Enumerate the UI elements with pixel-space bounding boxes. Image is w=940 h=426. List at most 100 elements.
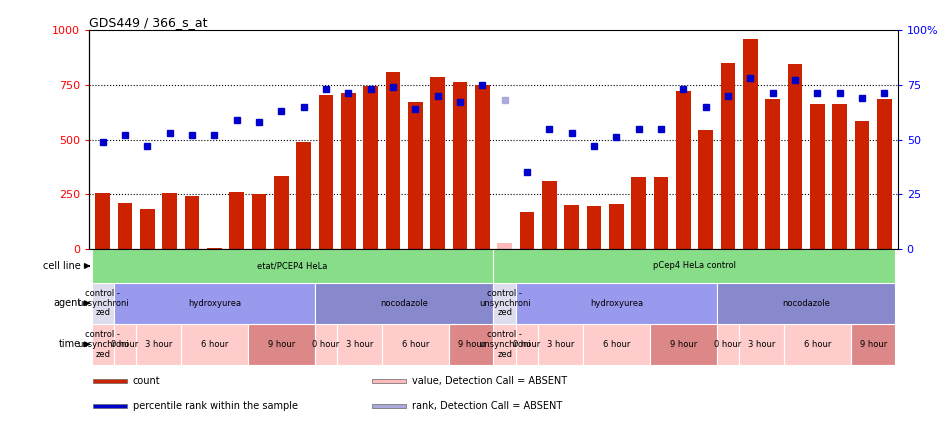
Bar xyxy=(315,324,337,365)
Bar xyxy=(833,104,847,249)
Text: hydroxyurea: hydroxyurea xyxy=(589,299,643,308)
Bar xyxy=(520,212,534,249)
Bar xyxy=(337,324,382,365)
Text: GDS449 / 366_s_at: GDS449 / 366_s_at xyxy=(89,16,208,29)
Text: cell line: cell line xyxy=(43,261,81,271)
Bar xyxy=(114,282,315,324)
Bar xyxy=(185,196,199,249)
Text: 3 hour: 3 hour xyxy=(346,340,373,349)
Bar xyxy=(453,83,467,249)
Bar xyxy=(765,99,780,249)
Bar xyxy=(372,379,406,383)
Bar xyxy=(229,192,244,249)
Bar xyxy=(114,324,136,365)
Text: 0 hour: 0 hour xyxy=(513,340,540,349)
Bar xyxy=(784,324,851,365)
Text: hydroxyurea: hydroxyurea xyxy=(188,299,241,308)
Bar xyxy=(743,39,758,249)
Bar xyxy=(564,205,579,249)
Bar xyxy=(721,63,735,249)
Bar xyxy=(739,324,784,365)
Bar xyxy=(494,324,516,365)
Text: etat/PCEP4 HeLa: etat/PCEP4 HeLa xyxy=(258,262,328,271)
Bar xyxy=(91,282,114,324)
Bar xyxy=(448,324,494,365)
Bar xyxy=(475,85,490,249)
Bar xyxy=(96,193,110,249)
Bar xyxy=(877,99,891,249)
Bar xyxy=(248,324,315,365)
Bar xyxy=(93,379,127,383)
Bar xyxy=(207,248,222,249)
Text: control -
unsynchroni
zed: control - unsynchroni zed xyxy=(478,289,530,317)
Bar xyxy=(653,177,668,249)
Bar xyxy=(676,91,691,249)
Bar xyxy=(583,324,650,365)
Bar xyxy=(497,243,512,249)
Bar xyxy=(136,324,180,365)
Bar xyxy=(542,181,556,249)
Bar xyxy=(91,324,114,365)
Text: 6 hour: 6 hour xyxy=(200,340,228,349)
Bar xyxy=(516,282,717,324)
Text: 6 hour: 6 hour xyxy=(603,340,630,349)
Text: value, Detection Call = ABSENT: value, Detection Call = ABSENT xyxy=(412,376,567,386)
Bar xyxy=(698,130,713,249)
Bar xyxy=(341,93,355,249)
Bar xyxy=(372,404,406,408)
Text: control -
unsynchroni
zed: control - unsynchroni zed xyxy=(77,289,129,317)
Bar xyxy=(91,249,494,282)
Bar xyxy=(539,324,583,365)
Bar xyxy=(609,204,623,249)
Text: count: count xyxy=(133,376,161,386)
Bar xyxy=(140,209,154,249)
Text: 9 hour: 9 hour xyxy=(669,340,697,349)
Bar xyxy=(93,404,127,408)
Bar xyxy=(431,77,445,249)
Text: percentile rank within the sample: percentile rank within the sample xyxy=(133,401,298,411)
Text: 6 hour: 6 hour xyxy=(401,340,429,349)
Bar xyxy=(587,207,602,249)
Bar xyxy=(315,282,494,324)
Text: time: time xyxy=(59,340,81,349)
Bar xyxy=(385,72,400,249)
Bar xyxy=(494,249,896,282)
Text: 3 hour: 3 hour xyxy=(145,340,172,349)
Bar xyxy=(118,203,133,249)
Bar xyxy=(364,86,378,249)
Text: 3 hour: 3 hour xyxy=(547,340,574,349)
Bar xyxy=(516,324,539,365)
Bar xyxy=(274,176,289,249)
Bar xyxy=(163,193,177,249)
Bar xyxy=(494,282,516,324)
Bar xyxy=(632,177,646,249)
Text: control -
unsynchroni
zed: control - unsynchroni zed xyxy=(77,330,129,359)
Bar xyxy=(788,64,802,249)
Bar xyxy=(851,324,896,365)
Text: nocodazole: nocodazole xyxy=(782,299,830,308)
Text: 9 hour: 9 hour xyxy=(458,340,485,349)
Text: 6 hour: 6 hour xyxy=(804,340,831,349)
Bar xyxy=(252,194,266,249)
Text: rank, Detection Call = ABSENT: rank, Detection Call = ABSENT xyxy=(412,401,562,411)
Text: 0 hour: 0 hour xyxy=(312,340,339,349)
Bar xyxy=(854,121,870,249)
Text: 9 hour: 9 hour xyxy=(859,340,886,349)
Text: 0 hour: 0 hour xyxy=(112,340,139,349)
Bar xyxy=(408,102,423,249)
Bar xyxy=(717,324,739,365)
Bar xyxy=(319,95,334,249)
Text: 0 hour: 0 hour xyxy=(714,340,742,349)
Text: agent: agent xyxy=(53,298,81,308)
Bar xyxy=(650,324,717,365)
Bar xyxy=(180,324,248,365)
Bar xyxy=(382,324,448,365)
Text: control -
unsynchroni
zed: control - unsynchroni zed xyxy=(478,330,530,359)
Text: 9 hour: 9 hour xyxy=(268,340,295,349)
Text: pCep4 HeLa control: pCep4 HeLa control xyxy=(653,262,736,271)
Bar xyxy=(296,142,311,249)
Bar xyxy=(717,282,896,324)
Text: nocodazole: nocodazole xyxy=(381,299,428,308)
Bar xyxy=(810,104,824,249)
Text: 3 hour: 3 hour xyxy=(748,340,775,349)
